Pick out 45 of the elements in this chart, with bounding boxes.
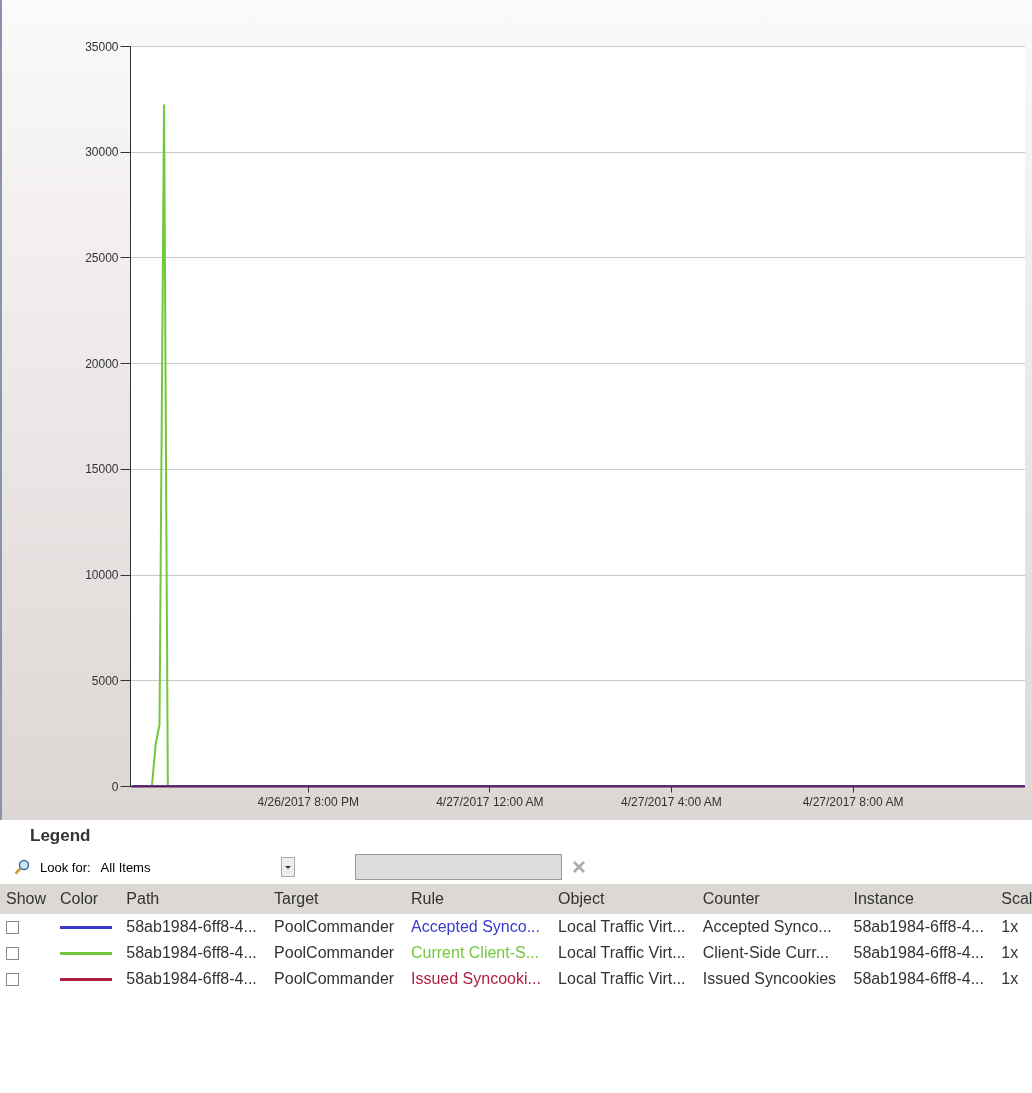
y-tick-label: 30000 bbox=[85, 145, 119, 160]
x-tick-label: 4/26/2017 8:00 PM bbox=[257, 794, 359, 809]
text: 58ab1984-6ff8-4... bbox=[852, 969, 985, 989]
x-tick-label: 4/27/2017 12:00 AM bbox=[436, 794, 544, 809]
text: Show bbox=[0, 884, 54, 914]
text: Accepted Synco... bbox=[410, 917, 541, 937]
text: 58ab1984-6ff8-4... bbox=[125, 969, 258, 989]
y-tick-label: 15000 bbox=[85, 462, 119, 477]
text: Local Traffic Virt... bbox=[557, 943, 687, 963]
text: Client-Side Curr... bbox=[701, 943, 830, 963]
legend-title: Legend bbox=[30, 826, 92, 846]
text: Target bbox=[268, 884, 405, 914]
y-tick-label: 5000 bbox=[91, 673, 119, 688]
text: Object bbox=[552, 884, 697, 914]
text: PoolCommander bbox=[273, 943, 396, 963]
x-tick-label: 4/27/2017 4:00 AM bbox=[621, 794, 722, 809]
text: Issued Syncooki... bbox=[410, 969, 542, 989]
text: Counter bbox=[696, 884, 848, 914]
y-tick-label: 25000 bbox=[85, 250, 119, 265]
text: 58ab1984-6ff8-4... bbox=[852, 943, 985, 963]
text: Instance bbox=[847, 884, 996, 914]
y-tick-label: 10000 bbox=[85, 568, 119, 583]
text: 58ab1984-6ff8-4... bbox=[852, 917, 985, 937]
text: Path bbox=[120, 884, 269, 914]
text: 58ab1984-6ff8-4... bbox=[125, 917, 258, 937]
text: Color bbox=[53, 884, 121, 914]
text: Accepted Synco... bbox=[701, 917, 833, 937]
text: Rule bbox=[405, 884, 553, 914]
text: 1x bbox=[1000, 969, 1020, 989]
text: Issued Syncookies bbox=[701, 969, 838, 989]
text: Look for: bbox=[40, 859, 91, 875]
text: All Items bbox=[100, 859, 152, 875]
y-tick-label: 35000 bbox=[85, 39, 119, 54]
y-tick-label: 20000 bbox=[85, 356, 119, 371]
text: Local Traffic Virt... bbox=[557, 969, 687, 989]
text: PoolCommander bbox=[273, 917, 396, 937]
x-tick-label: 4/27/2017 8:00 AM bbox=[802, 794, 904, 809]
text: Current Client-S... bbox=[410, 943, 541, 963]
y-tick-label: 0 bbox=[111, 779, 119, 794]
text: 1x bbox=[1000, 917, 1020, 937]
text: 58ab1984-6ff8-4... bbox=[125, 943, 258, 963]
text: Scal bbox=[995, 884, 1032, 914]
text: 1x bbox=[1000, 943, 1020, 963]
text: Local Traffic Virt... bbox=[557, 917, 687, 937]
text: PoolCommander bbox=[273, 969, 396, 989]
